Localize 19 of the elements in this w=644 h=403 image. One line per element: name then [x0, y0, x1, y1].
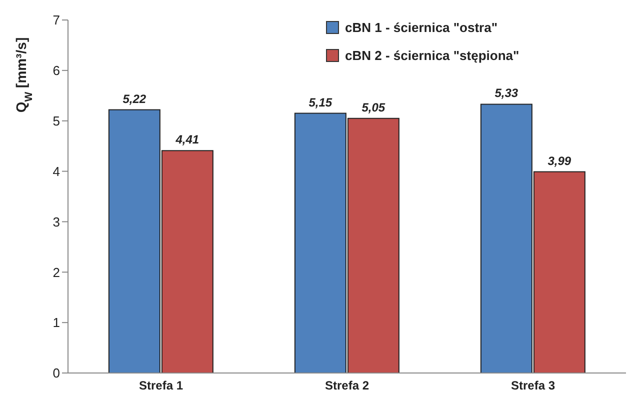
data-label: 5,22 [122, 92, 146, 106]
data-label: 5,05 [362, 100, 386, 114]
legend-label: cBN 2 - ściernica "stępiona" [345, 48, 520, 63]
y-tick-label: 3 [52, 214, 60, 230]
y-tick-label: 2 [52, 264, 60, 280]
data-label: 5,33 [494, 86, 518, 100]
data-label: 5,15 [308, 95, 332, 110]
y-tick-label: 4 [52, 164, 60, 179]
y-tick-label: 6 [52, 63, 60, 78]
y-tick-label: 5 [52, 113, 60, 128]
y-tick-label: 1 [52, 315, 60, 330]
x-tick-label: Strefa 2 [324, 378, 370, 393]
y-tick-label: 7 [52, 12, 60, 28]
legend-label: cBN 1 - ściernica "ostra" [345, 20, 498, 35]
data-label: 3,99 [548, 154, 572, 168]
y-tick-label: 0 [52, 366, 60, 381]
x-tick-label: Strefa 1 [138, 378, 184, 393]
x-tick-label: Strefa 3 [510, 378, 556, 393]
data-label: 4,41 [174, 132, 200, 147]
